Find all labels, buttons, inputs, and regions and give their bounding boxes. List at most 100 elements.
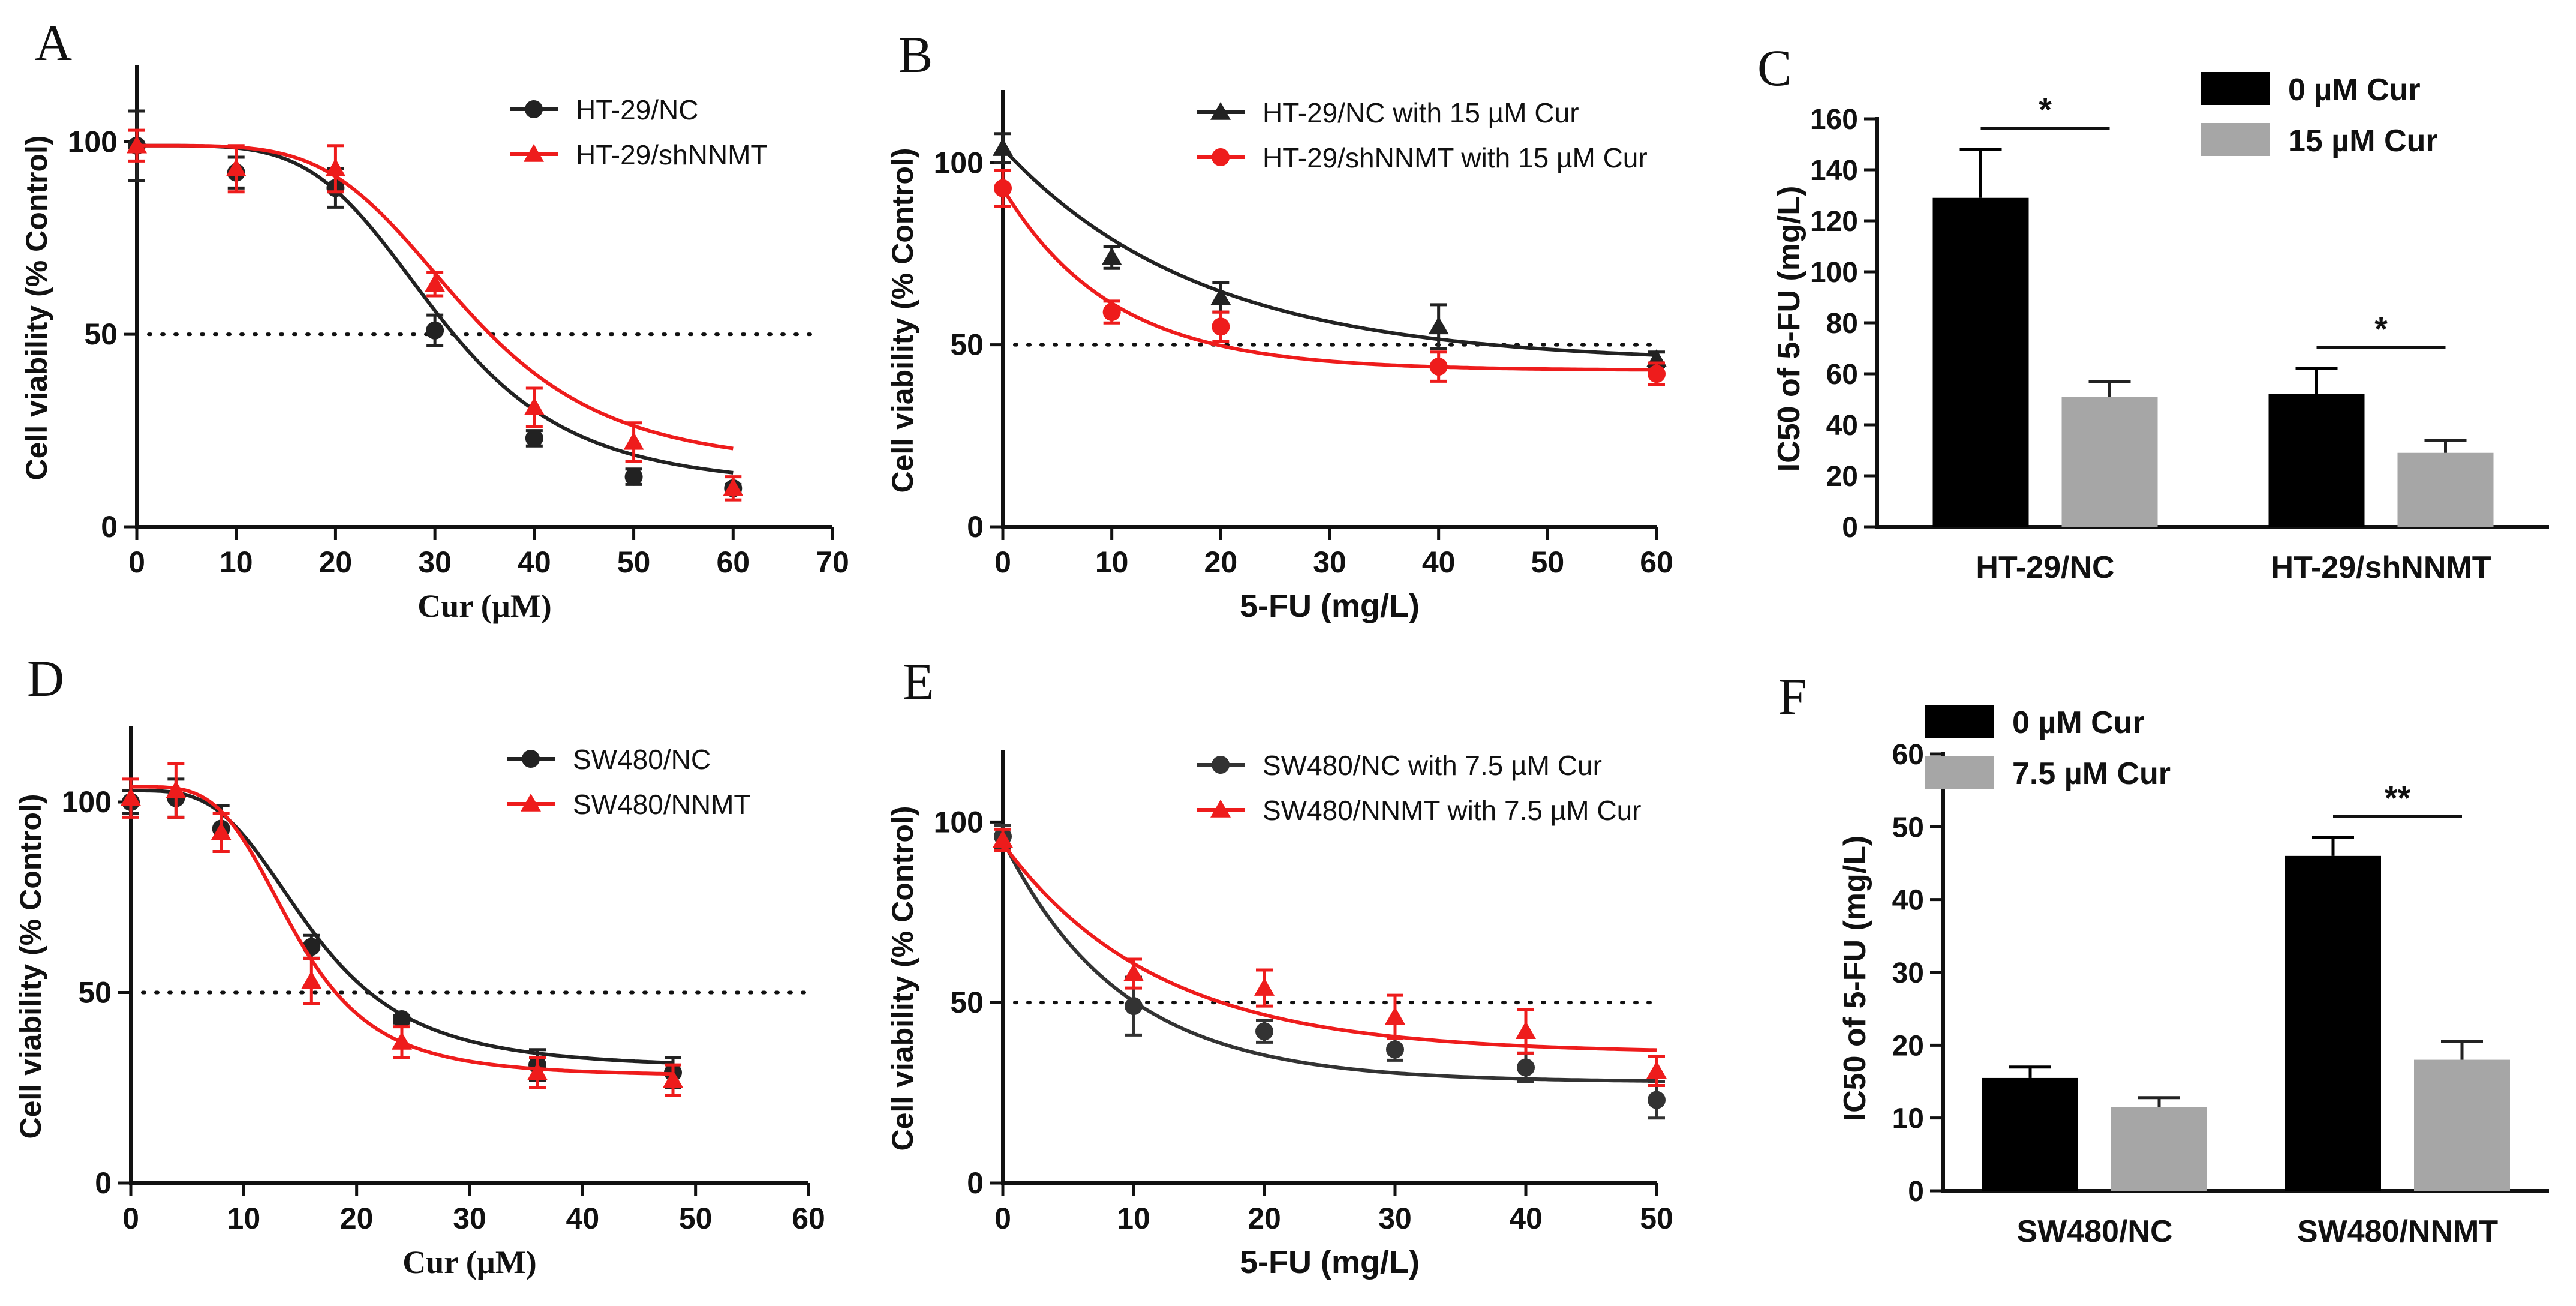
data-point	[121, 788, 141, 806]
y-tick-label: 100	[934, 805, 984, 839]
y-tick-label: 50	[950, 328, 984, 362]
fit-curve	[1001, 147, 1657, 357]
legend-label: 7.5 µM Cur	[2012, 756, 2171, 791]
legend-label: SW480/NNMT	[573, 789, 750, 820]
x-tick-label: 0	[128, 545, 145, 579]
category-label: HT-29/NC	[1976, 550, 2114, 585]
data-point	[1102, 303, 1121, 322]
legend-marker	[525, 100, 543, 118]
data-point	[1646, 1061, 1667, 1079]
x-axis-label: Cur (µM)	[417, 588, 552, 624]
data-point	[392, 1032, 412, 1050]
data-point	[624, 467, 643, 486]
panel-d: D 0 50 100 0 10 20 30 40 50 60 Cur (µM) Cell viabili…	[14, 650, 825, 1280]
x-tick-label: 40	[1509, 1202, 1543, 1235]
x-tick-label: 0	[994, 1202, 1011, 1235]
legend-marker	[1210, 800, 1231, 818]
x-tick-label: 60	[716, 545, 750, 579]
category-label: SW480/NNMT	[2297, 1214, 2498, 1249]
legend-marker	[1212, 756, 1230, 774]
y-tick-label: 0	[967, 1166, 984, 1200]
data-point	[425, 274, 446, 292]
y-tick-label: 0	[1908, 1176, 1924, 1208]
y-tick-label: 100	[1810, 257, 1858, 289]
panel-letter: F	[1778, 668, 1807, 725]
x-tick-label: 40	[518, 545, 551, 579]
data-point	[1385, 1007, 1405, 1025]
data-point	[1123, 963, 1144, 981]
legend-label: SW480/NC	[573, 744, 711, 775]
y-tick-label: 0	[101, 510, 118, 544]
y-axis-label: Cell viability (% Control)	[886, 148, 919, 493]
y-tick-label: 100	[68, 125, 118, 158]
data-point	[1255, 1022, 1273, 1041]
x-tick-label: 30	[453, 1202, 486, 1235]
data-point	[623, 431, 644, 450]
data-point	[527, 1062, 548, 1080]
legend-label: HT-29/NC	[576, 94, 698, 125]
panel-letter: A	[35, 14, 72, 71]
panel-e: E 0 50 100 0 10 20 30 40 50 5-FU (mg/L) Cell viabil…	[886, 653, 1673, 1280]
data-point	[1517, 1058, 1535, 1077]
y-axis-label: IC50 of 5-FU (mg/L)	[1772, 186, 1806, 472]
bar	[2061, 397, 2158, 527]
bar	[1932, 197, 2029, 527]
panel-b: B 0 50 100 0 10 20 30 40 50 60 5-FU (mg/L) Cell viab…	[886, 26, 1673, 624]
data-point	[524, 397, 545, 415]
y-tick-label: 100	[62, 785, 112, 819]
x-tick-label: 30	[1313, 545, 1346, 579]
y-tick-label: 0	[967, 510, 984, 544]
x-tick-label: 60	[1640, 545, 1673, 579]
data-point	[1386, 1040, 1404, 1059]
data-point	[1254, 978, 1275, 996]
data-point	[723, 478, 744, 496]
data-point	[525, 429, 543, 448]
y-tick-label: 80	[1826, 308, 1858, 340]
data-point	[211, 822, 232, 840]
x-tick-label: 20	[340, 1202, 374, 1235]
panel-letter: B	[898, 26, 933, 83]
x-tick-label: 0	[122, 1202, 139, 1235]
data-point	[1212, 317, 1230, 336]
y-axis-label: Cell viability (% Control)	[886, 806, 919, 1151]
y-axis-label: Cell viability (% Control)	[14, 794, 47, 1139]
category-label: HT-29/shNNMT	[2271, 550, 2491, 585]
fit-curve	[1001, 839, 1657, 1083]
legend-swatch	[2201, 123, 2270, 156]
data-point	[993, 138, 1013, 156]
y-tick-label: 30	[1892, 957, 1924, 989]
panel-letter: E	[903, 653, 934, 710]
x-tick-label: 60	[792, 1202, 825, 1235]
legend-marker	[524, 144, 544, 162]
fit-curve	[1001, 842, 1657, 1052]
y-tick-label: 40	[1892, 885, 1924, 917]
x-tick-label: 50	[617, 545, 651, 579]
legend-label: 0 µM Cur	[2288, 73, 2421, 107]
significance-marker: *	[2374, 310, 2388, 348]
legend-swatch	[1925, 705, 1994, 738]
y-tick-label: 50	[1892, 812, 1924, 843]
legend-marker	[522, 750, 540, 768]
panel-f: F 0 10 20 30 40 50 60 IC50 of 5-FU (mg/L) SW480/N…	[1778, 668, 2549, 1249]
y-tick-label: 20	[1826, 461, 1858, 493]
data-point	[127, 135, 147, 154]
x-tick-label: 20	[319, 545, 353, 579]
legend-label: 15 µM Cur	[2288, 124, 2438, 158]
x-tick-label: 10	[227, 1202, 261, 1235]
x-tick-label: 10	[1095, 545, 1129, 579]
y-axis-label: IC50 of 5-FU (mg/L)	[1838, 836, 1872, 1122]
bar	[2268, 394, 2365, 527]
x-tick-label: 40	[566, 1202, 600, 1235]
legend-label: HT-29/shNNMT with 15 µM Cur	[1263, 142, 1648, 173]
y-tick-label: 50	[78, 976, 112, 1010]
fit-curve	[137, 143, 734, 475]
y-tick-label: 60	[1826, 359, 1858, 391]
category-label: SW480/NC	[2016, 1214, 2172, 1249]
legend-swatch	[1925, 756, 1994, 789]
data-point	[1648, 365, 1666, 383]
data-point	[994, 179, 1012, 197]
data-point	[1101, 247, 1122, 265]
data-point	[301, 971, 322, 989]
y-tick-label: 120	[1810, 206, 1858, 238]
